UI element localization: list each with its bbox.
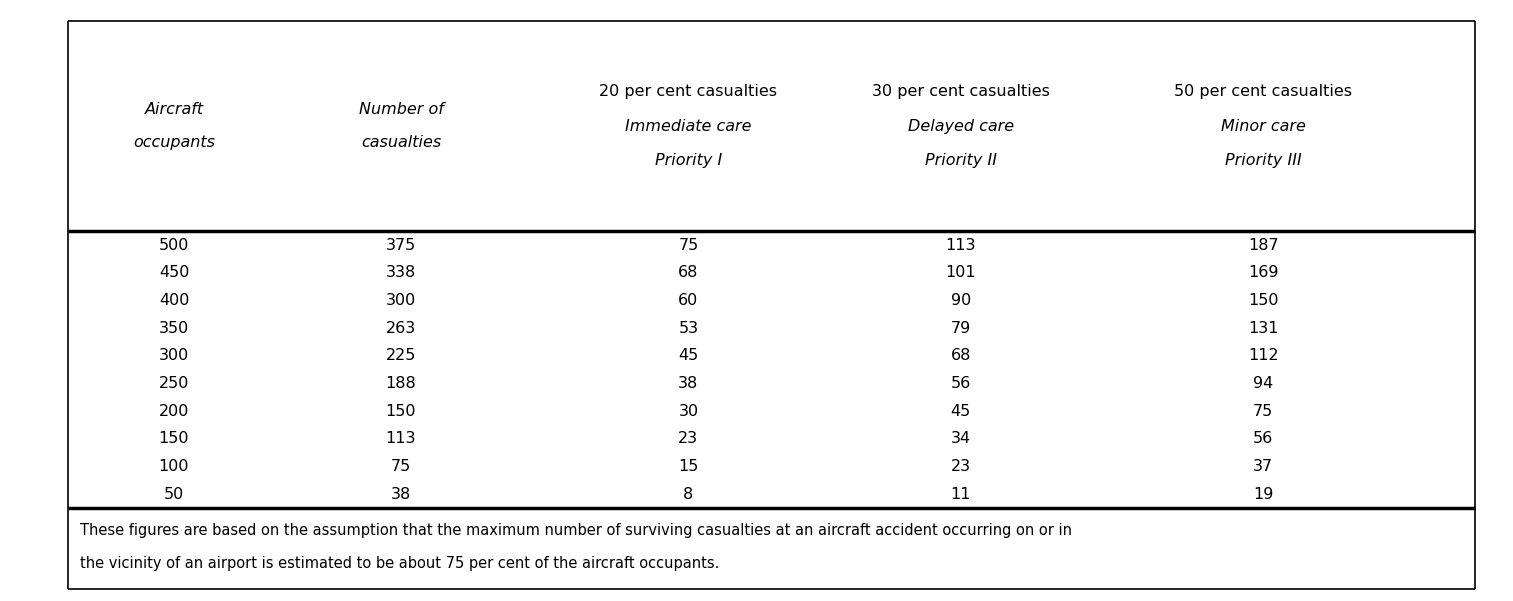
Text: Priority III: Priority III (1226, 153, 1301, 168)
Text: 60: 60 (678, 293, 699, 308)
Text: 50: 50 (163, 487, 185, 501)
Text: 300: 300 (386, 293, 416, 308)
Text: 112: 112 (1248, 349, 1278, 363)
Text: 75: 75 (1253, 404, 1274, 418)
Text: 113: 113 (946, 238, 976, 252)
Text: 75: 75 (390, 459, 412, 474)
Text: 45: 45 (950, 404, 971, 418)
Text: 56: 56 (950, 376, 971, 391)
Text: 38: 38 (678, 376, 699, 391)
Text: 150: 150 (386, 404, 416, 418)
Text: 500: 500 (159, 238, 189, 252)
Text: 188: 188 (386, 376, 416, 391)
Text: 15: 15 (678, 459, 699, 474)
Text: 187: 187 (1248, 238, 1278, 252)
Text: 101: 101 (946, 266, 976, 280)
Text: Priority I: Priority I (655, 153, 722, 168)
Text: casualties: casualties (360, 135, 442, 150)
Text: 131: 131 (1248, 321, 1278, 335)
Text: 263: 263 (386, 321, 416, 335)
Text: 68: 68 (678, 266, 699, 280)
Text: 20 per cent casualties: 20 per cent casualties (599, 84, 778, 99)
Text: 90: 90 (950, 293, 971, 308)
Text: 150: 150 (1248, 293, 1278, 308)
Text: 169: 169 (1248, 266, 1278, 280)
Text: 79: 79 (950, 321, 971, 335)
Text: 113: 113 (386, 432, 416, 446)
Text: 94: 94 (1253, 376, 1274, 391)
Text: 68: 68 (950, 349, 971, 363)
Text: 45: 45 (678, 349, 699, 363)
Text: 34: 34 (950, 432, 971, 446)
Text: 37: 37 (1253, 459, 1274, 474)
Text: 23: 23 (950, 459, 971, 474)
Text: 450: 450 (159, 266, 189, 280)
Text: 8: 8 (684, 487, 693, 501)
Text: These figures are based on the assumption that the maximum number of surviving c: These figures are based on the assumptio… (80, 523, 1073, 538)
Text: 300: 300 (159, 349, 189, 363)
Text: 23: 23 (678, 432, 699, 446)
Text: 250: 250 (159, 376, 189, 391)
Text: 225: 225 (386, 349, 416, 363)
Text: 200: 200 (159, 404, 189, 418)
Text: 350: 350 (159, 321, 189, 335)
Text: Number of: Number of (359, 102, 443, 117)
Text: the vicinity of an airport is estimated to be about 75 per cent of the aircraft : the vicinity of an airport is estimated … (80, 556, 720, 571)
Text: 100: 100 (159, 459, 189, 474)
Text: Aircraft: Aircraft (144, 102, 204, 117)
Text: Minor care: Minor care (1221, 119, 1306, 133)
Text: 11: 11 (950, 487, 971, 501)
Text: Immediate care: Immediate care (625, 119, 752, 133)
Text: 50 per cent casualties: 50 per cent casualties (1174, 84, 1353, 99)
Text: 56: 56 (1253, 432, 1274, 446)
Text: 19: 19 (1253, 487, 1274, 501)
Text: occupants: occupants (133, 135, 215, 150)
Text: Delayed care: Delayed care (908, 119, 1014, 133)
Text: Priority II: Priority II (924, 153, 997, 168)
Text: 30: 30 (678, 404, 699, 418)
Text: 38: 38 (390, 487, 412, 501)
Text: 150: 150 (159, 432, 189, 446)
Text: 338: 338 (386, 266, 416, 280)
Text: 75: 75 (678, 238, 699, 252)
Text: 30 per cent casualties: 30 per cent casualties (871, 84, 1050, 99)
Text: 375: 375 (386, 238, 416, 252)
Text: 400: 400 (159, 293, 189, 308)
Text: 53: 53 (678, 321, 699, 335)
